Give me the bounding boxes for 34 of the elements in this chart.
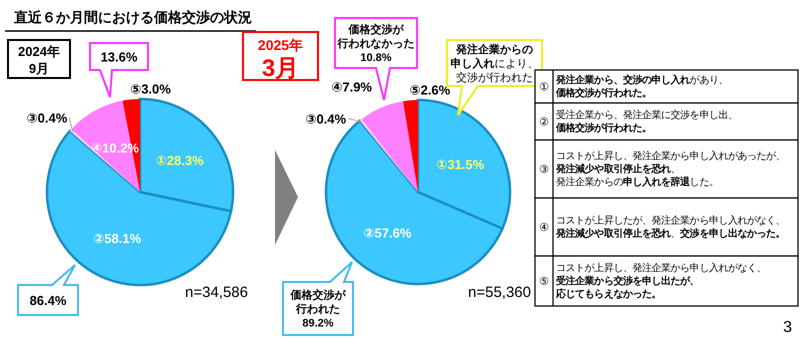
- text: 3: [783, 319, 792, 336]
- text: ④: [539, 222, 550, 234]
- text: 発注企業からの申し入れにより、交渉が行われた: [450, 43, 538, 84]
- slice-label: ②57.6%: [364, 225, 412, 240]
- text: コストが上昇し、発注企業から申し入れがなく、受注企業から交渉を申し出たが、応じてもらえなかった。: [555, 262, 766, 300]
- slice-label: ①28.3%: [156, 152, 204, 168]
- text: コストが上昇したが、発注企業から申し入れがなく、発注減少や取引停止を恐れ、交渉を申し出なかった。: [555, 214, 786, 240]
- text: 13.6%: [100, 49, 138, 64]
- pie-slice: [403, 100, 418, 192]
- text: ②: [539, 116, 550, 128]
- slice-label: ③0.4%: [305, 111, 347, 126]
- text: 86.4%: [30, 292, 67, 308]
- text: 受注企業から、発注企業に交渉を申し出、価格交渉が行われた。: [555, 108, 738, 134]
- slice-label: ⑤2.6%: [410, 82, 451, 98]
- slice-label: ②58.1%: [93, 230, 142, 246]
- slice-label: ③0.4%: [26, 110, 68, 126]
- text: 発注企業から、交渉の申し入れがあり、価格交渉が行われた。: [556, 74, 728, 99]
- text: 価格交渉が行われた89.2%: [290, 288, 346, 330]
- text: ①: [539, 82, 550, 94]
- slice-label: ④7.9%: [331, 80, 372, 95]
- pie-slice: [362, 101, 418, 192]
- text: コストが上昇し、発注企業から申し入れがあったが、発注減少や取引停止を恐れ、発注企業からの申し入れを辞退した。: [556, 150, 786, 188]
- pie-slice: [71, 100, 140, 192]
- text: ③: [539, 164, 550, 176]
- pie-slice: [360, 119, 418, 192]
- text: n=55,360: [468, 284, 531, 301]
- slice-label: ⑤3.0%: [130, 81, 172, 96]
- text: ⑤: [539, 276, 550, 288]
- text: n=34,586: [185, 284, 248, 301]
- chart-subtitle: 2025年 3月: [258, 37, 304, 82]
- chart-title: 直近６か月間における価格交渉の状況: [13, 9, 252, 25]
- chart-subtitle: 2024年 9月: [18, 44, 60, 76]
- slice-label: ①31.5%: [436, 157, 485, 172]
- text: 価格交渉が行われなかった10.8%: [336, 23, 414, 64]
